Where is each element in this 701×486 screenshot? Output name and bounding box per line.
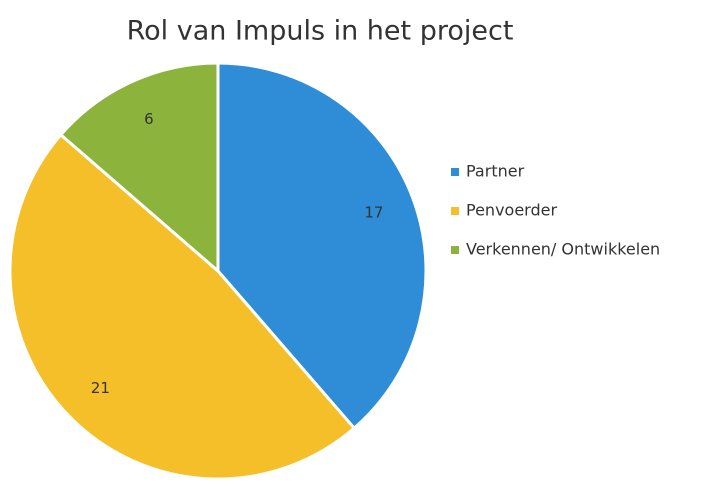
legend-label: Penvoerder [466, 201, 557, 220]
pie-slice [216, 61, 428, 431]
legend-swatch [451, 207, 459, 215]
data-label: 6 [144, 110, 154, 128]
data-label: 17 [364, 203, 383, 221]
chart-title: Rol van Impuls in het project [127, 16, 514, 47]
data-label: 21 [91, 379, 110, 397]
legend-label: Partner [466, 162, 525, 181]
legend-swatch [451, 246, 459, 254]
legend-label: Verkennen/ Ontwikkelen [466, 240, 660, 259]
legend-swatch [451, 168, 459, 176]
pie-slice [58, 61, 220, 275]
pie-slice [8, 132, 357, 481]
